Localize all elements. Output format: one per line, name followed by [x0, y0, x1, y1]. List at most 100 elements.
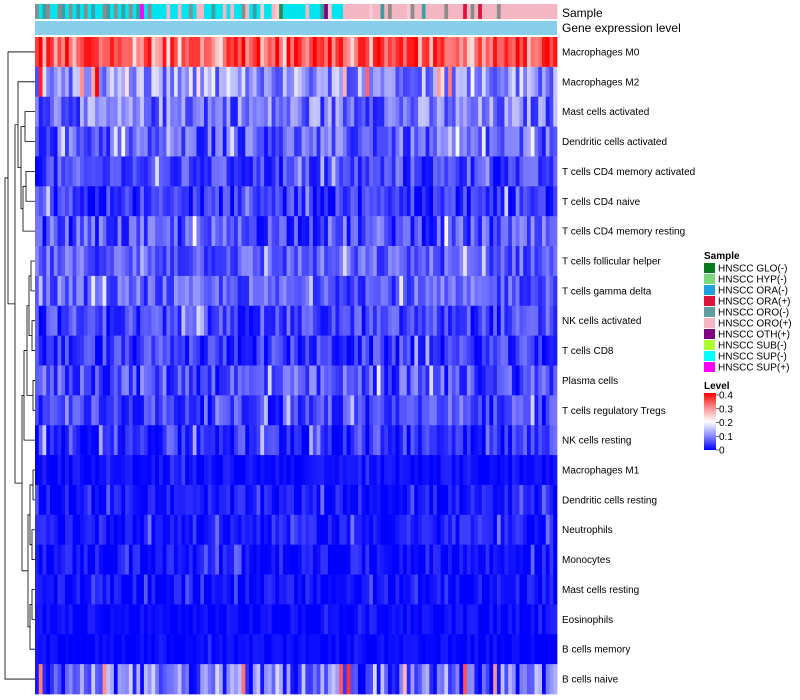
heatmap-cell: [301, 634, 306, 665]
heatmap-cell: [57, 514, 62, 546]
heatmap-cell: [230, 186, 235, 217]
heatmap-cell: [166, 514, 171, 546]
heatmap-cell: [147, 246, 152, 277]
heatmap-cell: [481, 216, 486, 247]
heatmap-cell: [113, 664, 118, 695]
heatmap-cell: [545, 305, 550, 336]
heatmap-cell: [264, 634, 269, 665]
heatmap-cell: [549, 126, 554, 157]
heatmap-cell: [162, 544, 167, 575]
heatmap-cell: [541, 484, 547, 516]
heatmap-cell: [245, 664, 250, 695]
sample-annotation-cell: [541, 4, 547, 19]
heatmap-cell: [166, 335, 171, 366]
row-label: Eosinophils: [562, 615, 613, 626]
heatmap-cell: [485, 425, 490, 456]
heatmap-cell: [455, 305, 460, 336]
heatmap-cell: [500, 37, 505, 68]
heatmap-cell: [290, 96, 295, 127]
heatmap-cell: [132, 305, 137, 336]
heatmap-cell: [410, 246, 415, 277]
heatmap-cell: [526, 246, 532, 277]
heatmap-cell: [61, 425, 66, 456]
heatmap-cell: [76, 544, 81, 575]
heatmap-cell: [106, 514, 111, 546]
heatmap-cell: [76, 156, 81, 187]
heatmap-cell: [215, 664, 220, 695]
heatmap-cell: [128, 246, 133, 277]
heatmap-cell: [346, 275, 351, 307]
heatmap-cell: [504, 186, 509, 217]
heatmap-cell: [267, 126, 272, 157]
heatmap-cell: [489, 66, 494, 98]
heatmap-cell: [365, 574, 370, 605]
heatmap-cell: [474, 634, 479, 665]
heatmap-cell: [177, 126, 182, 157]
heatmap-cell: [151, 664, 156, 695]
heatmap-cell: [384, 156, 389, 187]
heatmap-cell: [234, 455, 239, 486]
heatmap-cell: [553, 395, 558, 426]
heatmap-cell: [448, 544, 453, 575]
sample-annotation-cell: [230, 4, 235, 19]
heatmap-cell: [110, 335, 115, 366]
heatmap-cell: [230, 365, 235, 396]
heatmap-cell: [38, 664, 43, 695]
heatmap-cell: [372, 634, 378, 665]
heatmap-cell: [474, 246, 479, 277]
heatmap-cell: [68, 126, 73, 157]
heatmap-cell: [87, 66, 92, 98]
heatmap-cell: [125, 335, 130, 366]
heatmap-cell: [219, 425, 224, 456]
heatmap-cell: [455, 96, 460, 127]
heatmap-cell: [226, 634, 231, 665]
heatmap-cell: [485, 574, 490, 605]
heatmap-cell: [354, 335, 359, 366]
heatmap-cell: [147, 126, 152, 157]
heatmap-cell: [478, 186, 483, 217]
sample-annotation-cell: [162, 4, 167, 19]
heatmap-cell: [312, 365, 318, 396]
heatmap-cell: [350, 37, 355, 68]
heatmap-cell: [203, 37, 209, 68]
heatmap-cell: [444, 514, 449, 546]
heatmap-cell: [493, 484, 498, 516]
heatmap-cell: [166, 484, 171, 516]
heatmap-cell: [545, 246, 550, 277]
legend-item-label: HNSCC ORA(+): [718, 297, 791, 308]
sample-annotation-cell: [372, 4, 378, 19]
heatmap-cell: [275, 455, 280, 486]
sample-annotation-cell: [357, 4, 363, 19]
heatmap-cell: [523, 425, 528, 456]
heatmap-cell: [459, 574, 464, 605]
heatmap-cell: [418, 544, 423, 575]
heatmap-cell: [335, 514, 340, 546]
heatmap-cell: [530, 634, 535, 665]
heatmap-cell: [286, 275, 291, 307]
heatmap-cell: [158, 484, 164, 516]
heatmap-cell: [68, 395, 73, 426]
heatmap-cell: [282, 664, 287, 695]
heatmap-cell: [166, 395, 171, 426]
heatmap-cell: [72, 186, 77, 217]
heatmap-cell: [219, 664, 224, 695]
heatmap-cell: [222, 604, 227, 635]
heatmap-cell: [418, 96, 423, 127]
heatmap-cell: [294, 156, 299, 187]
heatmap-cell: [65, 246, 70, 277]
heatmap-cell: [331, 66, 336, 98]
heatmap-cell: [177, 425, 182, 456]
heatmap-cell: [327, 186, 333, 217]
heatmap-cell: [474, 365, 479, 396]
heatmap-cell: [500, 664, 505, 695]
sample-annotation-cell: [151, 4, 156, 19]
heatmap-cell: [95, 514, 100, 546]
sample-annotation-cell: [256, 4, 261, 19]
heatmap-cell: [57, 126, 62, 157]
heatmap-cell: [403, 66, 408, 98]
heatmap-cell: [312, 664, 318, 695]
heatmap-cell: [545, 514, 550, 546]
heatmap-cell: [57, 37, 62, 68]
heatmap-cell: [188, 66, 194, 98]
heatmap-cell: [421, 216, 426, 247]
